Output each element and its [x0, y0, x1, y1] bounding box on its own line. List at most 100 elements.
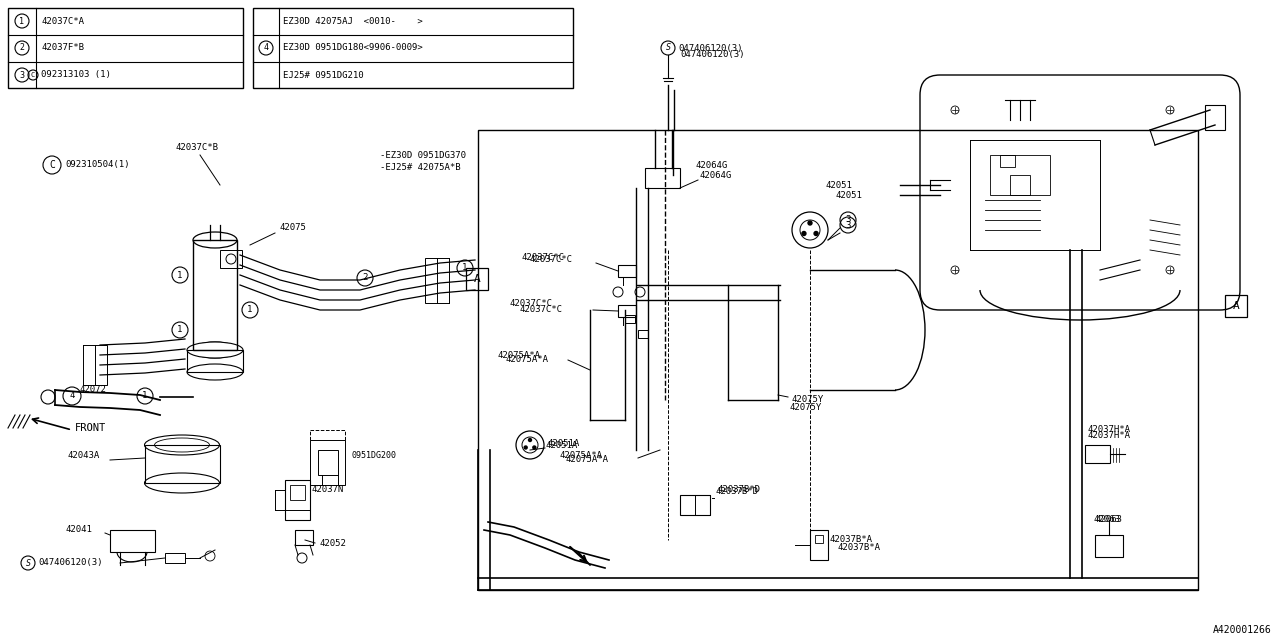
Bar: [1204, 105, 1225, 130]
Circle shape: [1166, 266, 1174, 274]
Text: 4: 4: [264, 44, 269, 52]
Text: 42051: 42051: [835, 191, 861, 200]
Text: 1: 1: [462, 264, 467, 273]
Text: 092313103 (1): 092313103 (1): [41, 70, 111, 79]
Bar: [425, 258, 436, 303]
Text: 42051: 42051: [826, 180, 852, 189]
Text: 0951DG200: 0951DG200: [352, 451, 397, 460]
Text: 42075A*A: 42075A*A: [564, 456, 608, 465]
Circle shape: [951, 106, 959, 114]
Bar: [618, 305, 636, 317]
Text: 42051A: 42051A: [548, 438, 580, 447]
Text: 42063: 42063: [1093, 515, 1120, 525]
Text: 2: 2: [19, 44, 24, 52]
Ellipse shape: [193, 342, 237, 358]
Text: EJ25# 0951DG210: EJ25# 0951DG210: [283, 70, 364, 79]
Bar: [695, 495, 710, 515]
Text: 42037B*A: 42037B*A: [829, 536, 873, 545]
Text: 42063: 42063: [1094, 515, 1121, 525]
Text: 42037C*C: 42037C*C: [530, 255, 573, 264]
Bar: [317, 450, 338, 475]
Bar: [220, 250, 242, 268]
Text: A: A: [474, 274, 480, 284]
Text: 42037C*B: 42037C*B: [175, 143, 218, 152]
Text: 42037F*B: 42037F*B: [41, 44, 84, 52]
Bar: [1000, 155, 1015, 167]
Text: 42075Y: 42075Y: [792, 396, 824, 404]
Bar: [810, 530, 828, 560]
Text: 42075: 42075: [280, 223, 307, 232]
Text: S: S: [666, 44, 671, 52]
Ellipse shape: [155, 438, 210, 452]
Bar: [145, 445, 220, 483]
Bar: [637, 330, 648, 338]
Text: 1: 1: [142, 392, 147, 401]
Text: 3: 3: [845, 216, 851, 225]
Circle shape: [803, 232, 806, 236]
Ellipse shape: [187, 364, 243, 380]
Text: S: S: [26, 559, 31, 568]
Bar: [253, 8, 573, 88]
Bar: [815, 535, 823, 543]
Text: -EJ25# 42075A*B: -EJ25# 42075A*B: [380, 163, 461, 173]
Text: C: C: [49, 160, 55, 170]
Text: 42037C*C: 42037C*C: [522, 253, 564, 262]
Bar: [680, 495, 710, 515]
Bar: [165, 553, 186, 563]
Bar: [1085, 445, 1110, 463]
Text: 2: 2: [362, 273, 367, 282]
Bar: [95, 345, 108, 385]
Bar: [1094, 535, 1123, 557]
Text: 42052: 42052: [320, 538, 347, 547]
Circle shape: [814, 232, 818, 236]
Bar: [645, 168, 680, 188]
Text: 42037B*A: 42037B*A: [838, 543, 881, 552]
Text: 1: 1: [19, 17, 24, 26]
Bar: [1225, 295, 1247, 317]
Text: 42064G: 42064G: [695, 161, 727, 170]
Text: 42037H*A: 42037H*A: [1088, 431, 1132, 440]
Bar: [477, 130, 1198, 590]
Circle shape: [808, 221, 812, 225]
Text: 42037N: 42037N: [312, 486, 344, 495]
Bar: [625, 315, 635, 323]
Text: 42072: 42072: [79, 385, 106, 394]
Text: 42075A*A: 42075A*A: [561, 451, 603, 460]
Bar: [466, 268, 488, 290]
Text: C: C: [31, 72, 35, 78]
Bar: [285, 480, 310, 520]
Text: 42037B*D: 42037B*D: [718, 486, 762, 495]
Circle shape: [1166, 106, 1174, 114]
Bar: [310, 440, 346, 485]
Text: A420001266: A420001266: [1213, 625, 1272, 635]
Ellipse shape: [145, 435, 219, 455]
Circle shape: [525, 446, 527, 449]
Text: 3: 3: [19, 70, 24, 79]
Ellipse shape: [193, 232, 237, 248]
Bar: [294, 530, 314, 545]
Text: 047406120(3): 047406120(3): [38, 559, 102, 568]
Bar: [291, 485, 305, 500]
Text: 42064G: 42064G: [700, 170, 732, 179]
Bar: [110, 530, 155, 552]
Text: FRONT: FRONT: [76, 423, 106, 433]
Text: A: A: [1233, 301, 1239, 311]
Bar: [1010, 175, 1030, 195]
Circle shape: [951, 266, 959, 274]
Text: 1: 1: [178, 326, 183, 335]
Text: 047406120(3): 047406120(3): [680, 51, 745, 60]
Text: 1: 1: [178, 271, 183, 280]
Text: 42075Y: 42075Y: [790, 403, 822, 413]
Bar: [187, 350, 243, 372]
Ellipse shape: [187, 342, 243, 358]
Text: 42037C*C: 42037C*C: [520, 305, 563, 314]
Text: 42037H*A: 42037H*A: [1088, 426, 1132, 435]
Bar: [618, 265, 636, 277]
Text: 42051A: 42051A: [545, 440, 577, 449]
Text: 42037B*D: 42037B*D: [716, 488, 758, 497]
Text: 3: 3: [845, 221, 851, 230]
Text: 42037C*C: 42037C*C: [509, 298, 553, 307]
Circle shape: [529, 438, 531, 442]
Text: 42041: 42041: [65, 525, 92, 534]
Text: 42075A*A: 42075A*A: [506, 355, 548, 365]
